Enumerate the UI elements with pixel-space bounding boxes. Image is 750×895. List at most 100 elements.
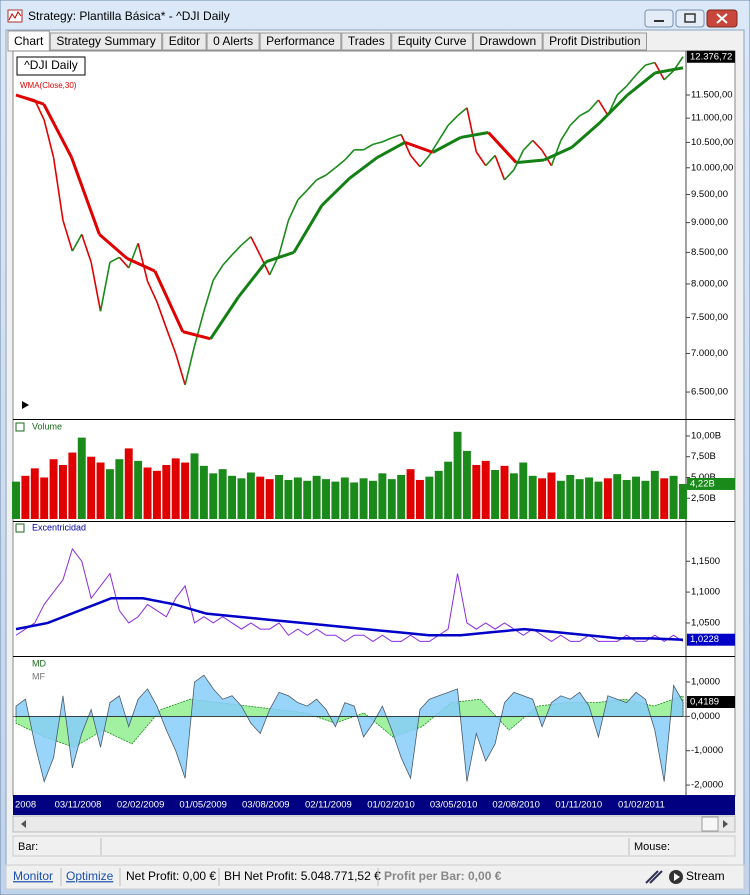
- price-segment: [127, 242, 139, 269]
- tab-label[interactable]: Equity Curve: [398, 34, 467, 48]
- price-segment: [193, 311, 205, 347]
- pane-title: Excentricidad: [32, 522, 86, 532]
- tab-label[interactable]: Strategy Summary: [56, 34, 155, 48]
- price-segment: [400, 134, 412, 156]
- tab[interactable]: [341, 32, 392, 51]
- price-segment: [15, 93, 45, 106]
- price-segment: [212, 264, 224, 281]
- volume-bar: [21, 475, 30, 519]
- price-segment: [62, 220, 74, 252]
- price-segment: [287, 199, 299, 221]
- price-segment: [153, 270, 185, 333]
- monitor-link[interactable]: Monitor: [13, 869, 53, 883]
- volume-bar: [397, 474, 406, 519]
- optimize-link[interactable]: Optimize: [66, 869, 114, 883]
- price-segment: [466, 107, 478, 153]
- volume-bar: [209, 473, 218, 519]
- link-icon[interactable]: [645, 870, 663, 884]
- price-segment: [635, 64, 647, 76]
- volume-bar: [519, 462, 528, 519]
- stream-button[interactable]: Stream: [686, 869, 725, 883]
- tab-label[interactable]: 0 Alerts: [213, 34, 253, 48]
- last-value-box: [687, 633, 735, 646]
- tab-label[interactable]: Profit Distribution: [549, 34, 640, 48]
- price-segment: [597, 99, 609, 116]
- price-segment: [543, 145, 573, 162]
- volume-bar: [434, 470, 443, 519]
- scroll-right[interactable]: [723, 820, 728, 828]
- legend-entry: MD: [32, 658, 46, 668]
- scroll-left[interactable]: [21, 820, 26, 828]
- volume-bar: [369, 480, 377, 519]
- tab-label[interactable]: Trades: [348, 34, 385, 48]
- volume-bar: [105, 469, 114, 519]
- price-segment: [522, 139, 534, 151]
- legend-entry: MF: [32, 671, 45, 681]
- pane-icon: [15, 422, 25, 432]
- volume-bar: [585, 477, 594, 519]
- date-label: 03/11/2008: [55, 800, 102, 811]
- status-mouse: Mouse:: [634, 841, 670, 853]
- expand-arrow[interactable]: [22, 401, 29, 409]
- tab-label[interactable]: Chart: [14, 34, 44, 48]
- app-icon-glyph: [8, 11, 22, 21]
- volume-bar: [594, 481, 603, 519]
- price-segment: [598, 93, 629, 124]
- tab[interactable]: [542, 32, 647, 51]
- scrollbar[interactable]: [12, 815, 736, 833]
- price-segment: [404, 140, 434, 154]
- price-segment: [588, 99, 600, 112]
- tab[interactable]: [472, 32, 543, 51]
- date-label: 03/08/2009: [242, 800, 290, 811]
- tab[interactable]: [162, 32, 207, 51]
- pane-title: Volume: [32, 421, 62, 431]
- tab-label[interactable]: Editor: [169, 34, 200, 48]
- minimize-button[interactable]: [644, 9, 674, 28]
- volume-bar: [613, 474, 622, 519]
- volume-bar: [199, 465, 208, 519]
- price-segment: [570, 121, 601, 149]
- price-segment: [419, 154, 430, 168]
- price-segment: [372, 141, 383, 146]
- volume-bar: [660, 478, 669, 519]
- tab[interactable]: [49, 32, 163, 51]
- scroll-thumb[interactable]: [701, 816, 719, 832]
- volume-bar: [246, 472, 255, 519]
- volume-bar: [134, 460, 143, 519]
- price-segment: [438, 124, 449, 141]
- volume-bar: [30, 468, 39, 519]
- price-segment: [70, 156, 101, 235]
- date-label: 2008: [15, 800, 36, 811]
- tab-strip: Chart Strategy Summary Editor 0 Alerts Perfo…: [7, 30, 647, 52]
- volume-bar: [462, 450, 471, 519]
- bh-net-profit: BH Net Profit: 5.048.771,52 €: [224, 869, 381, 883]
- tab[interactable]: [391, 32, 473, 51]
- price-segment: [146, 281, 158, 303]
- price-segment: [376, 141, 406, 159]
- volume-bar: [49, 459, 58, 519]
- tab-label[interactable]: Performance: [266, 34, 335, 48]
- volume-bar: [265, 479, 274, 519]
- date-label: 02/08/2010: [492, 800, 540, 811]
- window-title: Strategy: Plantilla Básica* - ^DJI Daily: [28, 9, 230, 23]
- tab[interactable]: [259, 32, 342, 51]
- price-segment: [292, 204, 323, 254]
- volume-bar: [547, 472, 556, 519]
- price-segment: [240, 236, 252, 246]
- maximize-button[interactable]: [675, 9, 705, 28]
- volume-bar: [415, 479, 424, 519]
- y-tick-label: 2,50B: [691, 493, 716, 504]
- volume-bar: [340, 477, 349, 519]
- tab-label[interactable]: Drawdown: [479, 34, 536, 48]
- app-icon: [7, 9, 23, 23]
- volume-bar: [303, 480, 312, 519]
- price-segment: [626, 71, 657, 97]
- volume-bar: [575, 479, 584, 519]
- volume-bar: [359, 478, 368, 519]
- price-segment: [382, 137, 393, 143]
- volume-bar: [68, 452, 77, 519]
- tab[interactable]: [206, 32, 260, 51]
- price-segment: [363, 143, 374, 151]
- volume-bar: [12, 481, 20, 519]
